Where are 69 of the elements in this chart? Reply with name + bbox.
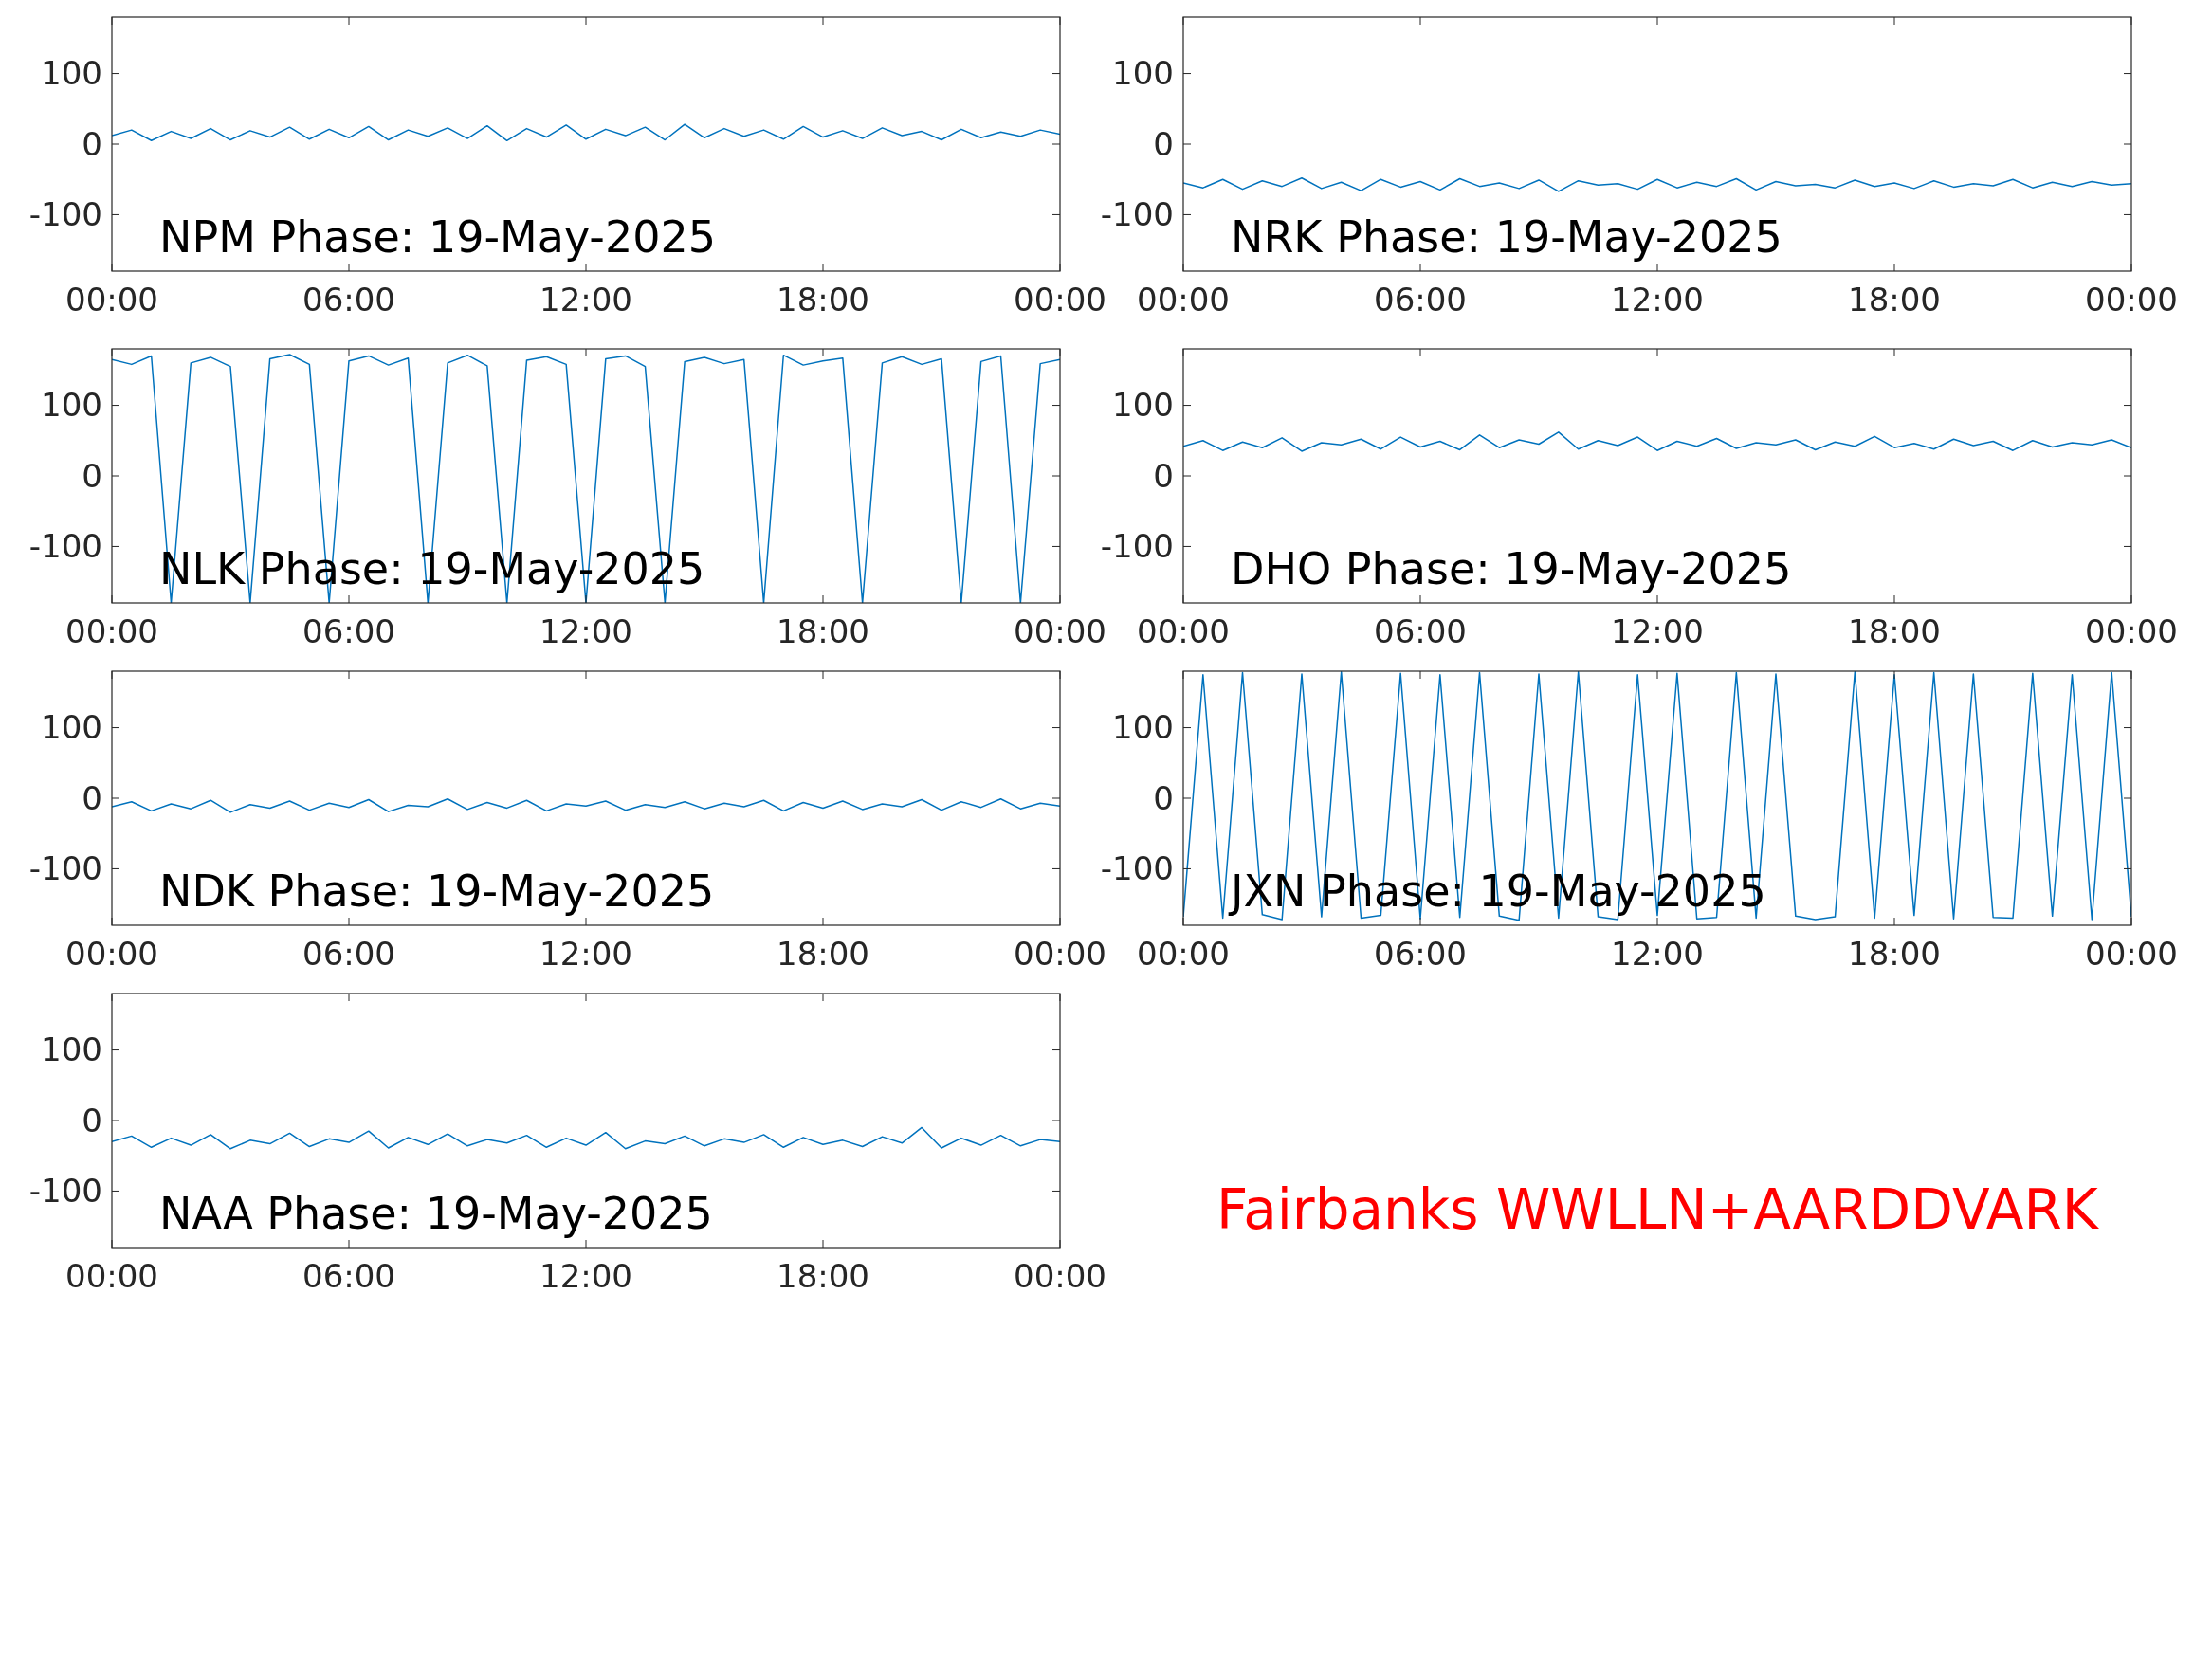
x-tick-label: 18:00 — [777, 935, 869, 973]
x-tick-label: 12:00 — [539, 612, 632, 650]
x-tick-label: 18:00 — [1848, 281, 1941, 319]
x-tick-label: 06:00 — [302, 1257, 395, 1295]
y-tick-label: 0 — [1153, 778, 1174, 817]
x-tick-label: 00:00 — [1014, 281, 1106, 319]
x-tick-label: 06:00 — [302, 612, 395, 650]
text: NAA Phase: 19-May-2025 — [159, 1188, 713, 1239]
x-tick-label: 06:00 — [1374, 935, 1467, 973]
x-tick-label: 12:00 — [539, 1257, 632, 1295]
y-tick-label: -100 — [28, 849, 102, 888]
x-tick-label: 12:00 — [1611, 935, 1704, 973]
y-tick-label: 100 — [41, 386, 102, 425]
line-series — [1183, 176, 2131, 192]
x-tick-label: 00:00 — [1137, 281, 1230, 319]
y-tick-label: 0 — [82, 1101, 102, 1139]
x-tick-label: 00:00 — [65, 935, 158, 973]
y-tick-label: 0 — [82, 456, 102, 495]
x-tick-label: 12:00 — [539, 935, 632, 973]
x-tick-label: 00:00 — [2085, 281, 2178, 319]
text: NDK Phase: 19-May-2025 — [159, 866, 715, 917]
text: NPM Phase: 19-May-2025 — [159, 211, 717, 263]
y-tick-label: -100 — [28, 527, 102, 566]
x-tick-label: 00:00 — [1014, 612, 1106, 650]
y-tick-label: -100 — [1100, 527, 1174, 566]
line-series — [112, 354, 1060, 603]
y-tick-label: -100 — [1100, 195, 1174, 234]
line-series — [112, 1126, 1060, 1150]
line-series — [112, 797, 1060, 813]
x-tick-label: 00:00 — [1014, 1257, 1106, 1295]
x-tick-label: 00:00 — [1137, 612, 1230, 650]
x-tick-label: 00:00 — [1137, 935, 1230, 973]
x-tick-label: 00:00 — [1014, 935, 1106, 973]
y-tick-label: 100 — [41, 54, 102, 93]
x-tick-label: 00:00 — [65, 1257, 158, 1295]
x-tick-label: 12:00 — [539, 281, 632, 319]
text: Fairbanks WWLLN+AARDDVARK — [1216, 1177, 2100, 1242]
x-tick-label: 06:00 — [302, 281, 395, 319]
x-tick-label: 06:00 — [1374, 612, 1467, 650]
x-tick-label: 00:00 — [65, 612, 158, 650]
y-tick-label: -100 — [28, 195, 102, 234]
x-tick-label: 18:00 — [777, 612, 869, 650]
y-tick-label: -100 — [28, 1172, 102, 1211]
x-tick-label: 00:00 — [65, 281, 158, 319]
y-tick-label: 100 — [41, 708, 102, 747]
y-tick-label: 100 — [1112, 386, 1174, 425]
x-tick-label: 18:00 — [777, 1257, 869, 1295]
line-series — [112, 123, 1060, 142]
y-tick-label: 0 — [82, 778, 102, 817]
text: NRK Phase: 19-May-2025 — [1231, 211, 1782, 263]
x-tick-label: 00:00 — [2085, 935, 2178, 973]
y-tick-label: 100 — [1112, 54, 1174, 93]
x-tick-label: 06:00 — [302, 935, 395, 973]
y-tick-label: 0 — [1153, 456, 1174, 495]
y-tick-label: 0 — [1153, 124, 1174, 163]
x-tick-label: 18:00 — [1848, 935, 1941, 973]
line-series — [1183, 671, 2131, 921]
x-tick-label: 12:00 — [1611, 612, 1704, 650]
x-tick-label: 18:00 — [777, 281, 869, 319]
x-tick-label: 12:00 — [1611, 281, 1704, 319]
x-tick-label: 00:00 — [2085, 612, 2178, 650]
y-tick-label: 100 — [1112, 708, 1174, 747]
text: DHO Phase: 19-May-2025 — [1231, 543, 1792, 594]
y-tick-label: -100 — [1100, 849, 1174, 888]
y-tick-label: 100 — [41, 1030, 102, 1069]
y-tick-label: 0 — [82, 124, 102, 163]
x-tick-label: 18:00 — [1848, 612, 1941, 650]
line-series — [1183, 431, 2131, 452]
x-tick-label: 06:00 — [1374, 281, 1467, 319]
